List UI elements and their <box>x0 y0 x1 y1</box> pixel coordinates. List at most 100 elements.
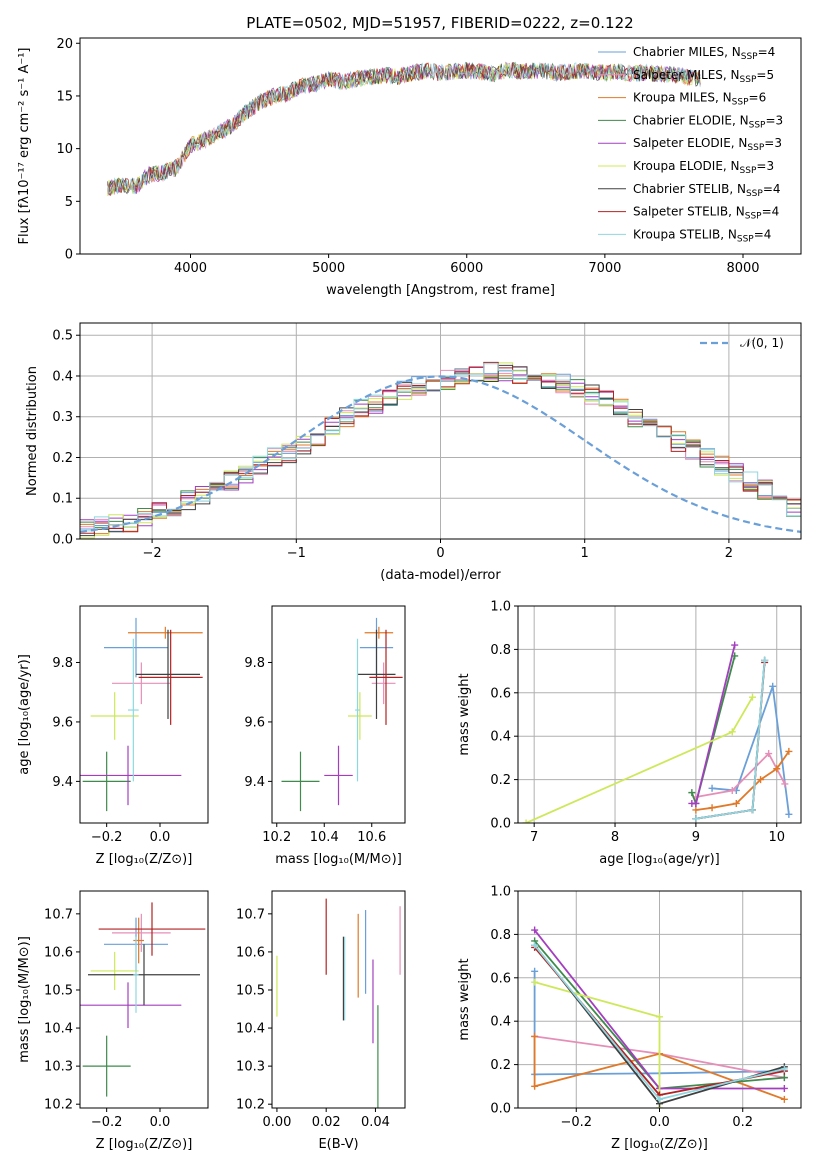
y-tick-label: 0.4 <box>52 369 73 384</box>
axes-frame <box>517 605 802 824</box>
plot-area-spectrum <box>107 61 701 197</box>
axes-frame <box>271 605 406 824</box>
y-tick-label: 0.0 <box>490 1102 511 1117</box>
series-marker <box>692 815 700 823</box>
series-marker <box>728 786 736 794</box>
plot-area-mass-vs-ebv <box>276 898 401 1108</box>
legend-entry: Chabrier ELODIE, NSSP=3 <box>633 113 783 130</box>
histogram-step <box>80 363 801 532</box>
legend: Chabrier MILES, NSSP=4 Salpeter MILES, NS… <box>598 45 783 244</box>
y-tick-label: 15 <box>56 89 73 104</box>
axes-frame <box>517 890 802 1109</box>
x-tick-label: 5000 <box>312 261 345 276</box>
y-tick-label: 0.2 <box>52 451 73 466</box>
legend-entry: Chabrier STELIB, NSSP=4 <box>633 182 781 199</box>
legend-entry: Chabrier MILES, NSSP=4 <box>633 45 775 62</box>
x-axis-label: age [log₁₀(age/yr)] <box>599 852 720 867</box>
y-tick-label: 0.2 <box>490 1058 511 1073</box>
plot-area-weight-vs-Z <box>531 926 788 1108</box>
y-tick-label: 10.3 <box>44 1060 73 1075</box>
y-tick-label: 9.4 <box>244 775 265 790</box>
series-marker <box>531 1032 539 1040</box>
panel-age-vs-Z: −0.2 0.0 9.4 9.6 9.8 Z [log₁₀(Z/Z⊙)] age [log₁… <box>17 605 209 867</box>
series-marker <box>731 641 739 649</box>
y-axis-label: Flux [fλ10⁻¹⁷ erg cm⁻² s⁻¹ A⁻¹] <box>17 48 32 245</box>
series-marker <box>748 806 756 814</box>
y-tick-label: 9.4 <box>52 775 73 790</box>
x-axis-label: Z [log₁₀(Z/Z⊙)] <box>96 852 193 867</box>
x-axis-label: E(B-V) <box>318 1137 358 1152</box>
spectrum-line <box>107 61 701 196</box>
legend-entry: Salpeter MILES, NSSP=5 <box>633 68 774 85</box>
series-marker <box>773 765 781 773</box>
y-tick-label: 10.6 <box>236 945 265 960</box>
y-tick-label: 10.5 <box>236 983 265 998</box>
series-marker <box>748 693 756 701</box>
spectrum-line <box>107 61 701 195</box>
x-tick-label: 1 <box>581 546 589 561</box>
y-tick-label: 0.8 <box>490 928 511 943</box>
x-tick-label: 7000 <box>588 261 621 276</box>
legend-entry: Kroupa STELIB, NSSP=4 <box>633 227 771 244</box>
y-axis-label: Normed distribution <box>25 366 40 496</box>
normal-curve <box>80 375 801 533</box>
series-marker <box>692 806 700 814</box>
x-axis-label: mass [log₁₀(M/M⊙)] <box>275 852 402 867</box>
y-tick-label: 9.6 <box>244 715 265 730</box>
axes-frame <box>79 890 209 1109</box>
spectrum-line <box>107 61 701 195</box>
y-tick-label: 10.2 <box>44 1098 73 1113</box>
plot-area-age-vs-Z <box>80 617 203 812</box>
x-tick-label: 0.0 <box>649 1115 670 1130</box>
x-axis-label: Z [log₁₀(Z/Z⊙)] <box>96 1137 193 1152</box>
x-tick-label: 0.2 <box>732 1115 753 1130</box>
y-axis-label: age [log₁₀(age/yr)] <box>17 654 32 775</box>
series-marker <box>656 1013 663 1021</box>
x-tick-label: 7 <box>530 830 538 845</box>
y-tick-label: 0.2 <box>490 773 511 788</box>
x-tick-label: 0.02 <box>312 1115 341 1130</box>
series-marker <box>531 978 539 986</box>
panel-weight-vs-Z: −0.2 0.0 0.2 0.0 0.2 0.4 0.6 0.8 1.0 Z [log₁₀(Z/Z… <box>457 885 802 1152</box>
x-tick-label: 9 <box>692 830 700 845</box>
series-marker <box>728 728 736 736</box>
x-axis-label: (data-model)/error <box>380 568 501 583</box>
y-tick-label: 9.8 <box>244 656 265 671</box>
x-tick-label: 0.0 <box>150 830 171 845</box>
plot-area-mass-vs-Z <box>80 902 206 1097</box>
legend-entry: Salpeter ELODIE, NSSP=3 <box>633 136 782 153</box>
axes-frame <box>79 322 802 540</box>
series-marker <box>785 810 793 818</box>
y-tick-label: 10.4 <box>236 1022 265 1037</box>
y-tick-label: 10 <box>56 142 73 157</box>
series-marker <box>780 1065 788 1073</box>
panel-residuals: −2 −1 0 1 2 0.0 0.1 0.2 0.3 0.4 0.5 (data-model)/er… <box>25 322 802 583</box>
y-tick-label: 0.6 <box>490 971 511 986</box>
y-axis-label: mass [log₁₀(M/M⊙)] <box>17 936 32 1063</box>
legend: 𝒩(0, 1) <box>700 336 784 350</box>
series-marker <box>656 1095 663 1103</box>
y-axis-label: mass weight <box>457 958 472 1040</box>
series-line <box>695 752 786 798</box>
series-marker <box>531 941 539 949</box>
series-marker <box>692 799 700 807</box>
x-tick-label: 10.2 <box>262 830 291 845</box>
y-tick-label: 5 <box>65 195 73 210</box>
y-tick-label: 10.7 <box>236 907 265 922</box>
series-marker <box>531 1082 539 1090</box>
plot-area-age-vs-mass <box>281 617 403 812</box>
y-tick-label: 9.6 <box>52 715 73 730</box>
spectrum-line <box>107 61 701 196</box>
y-tick-label: 0.4 <box>490 730 511 745</box>
y-tick-label: 10.3 <box>236 1060 265 1075</box>
x-tick-label: −0.2 <box>560 1115 592 1130</box>
y-tick-label: 0.3 <box>52 410 73 425</box>
series-marker <box>732 799 740 807</box>
x-tick-label: −2 <box>143 546 162 561</box>
x-tick-label: 8000 <box>726 261 759 276</box>
panel-mass-vs-Z: −0.2 0.0 10.2 10.3 10.4 10.5 10.6 10.7 Z [log₁₀(… <box>17 890 209 1152</box>
series-marker <box>780 1074 788 1082</box>
y-tick-label: 0.1 <box>52 492 73 507</box>
x-tick-label: 10 <box>768 830 785 845</box>
axes-frame <box>271 890 406 1109</box>
